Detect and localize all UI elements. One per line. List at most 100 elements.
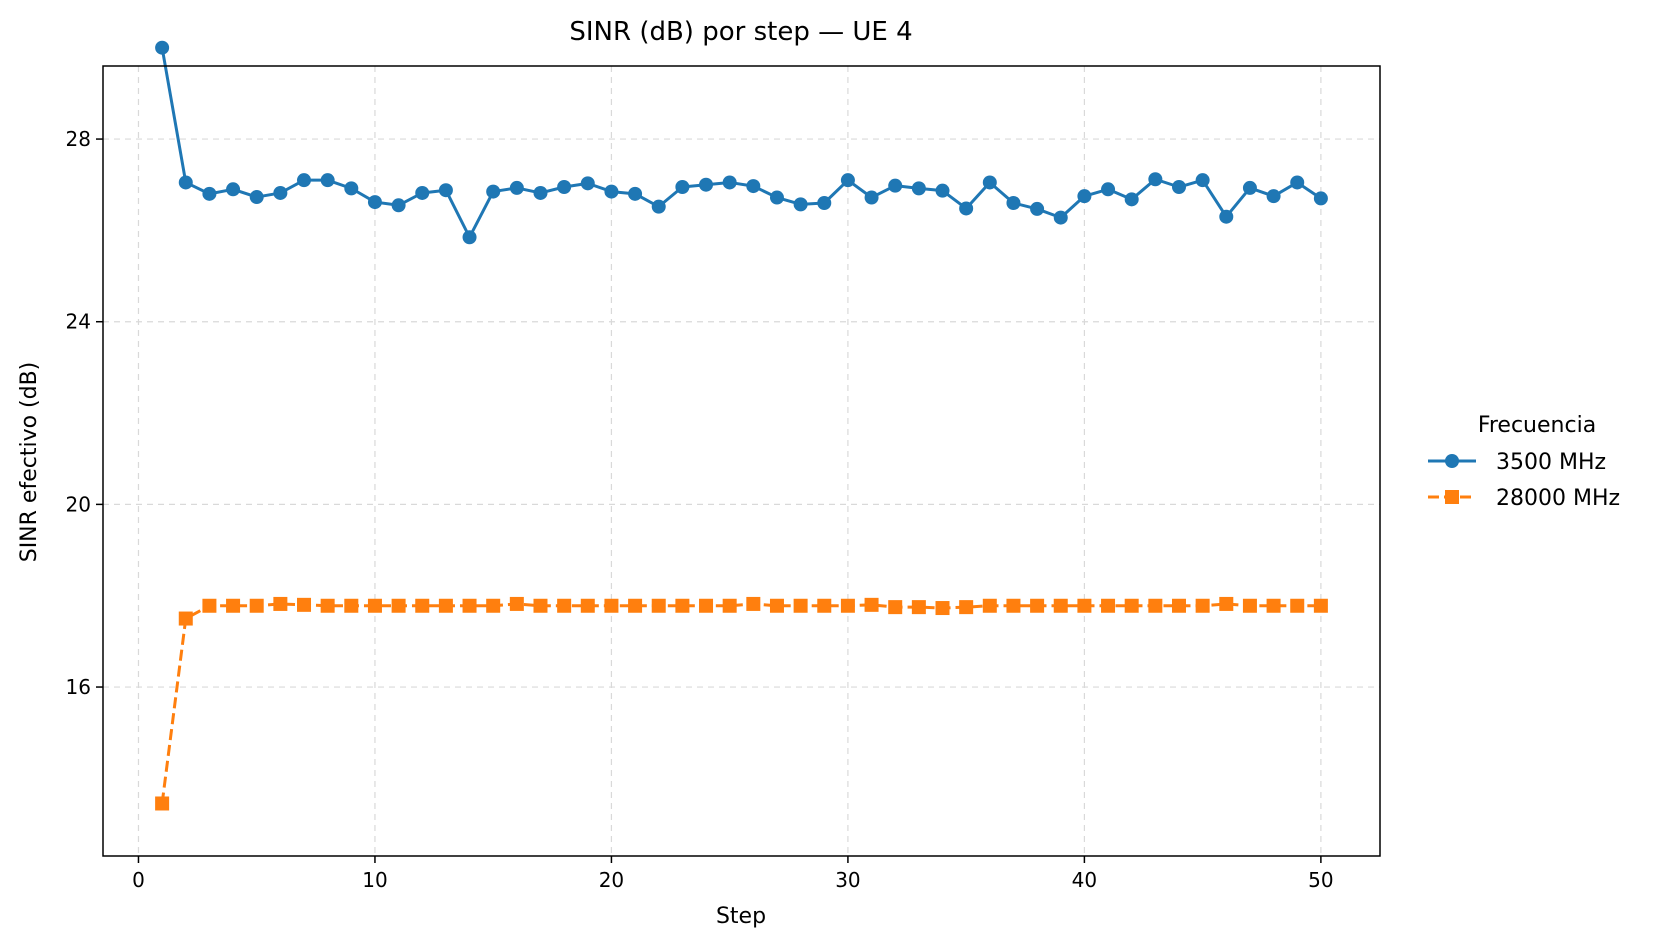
x-tick-label: 0 (132, 868, 145, 892)
data-point (509, 596, 524, 611)
data-point (722, 175, 737, 190)
data-point (297, 173, 312, 188)
data-point (415, 598, 430, 613)
data-point (935, 183, 950, 198)
data-point (155, 40, 170, 55)
data-point (817, 195, 832, 210)
data-point (746, 179, 761, 194)
data-point (1006, 598, 1021, 613)
data-point (911, 181, 926, 196)
data-point (486, 598, 501, 613)
legend-marker (1445, 490, 1459, 504)
legend-item: 3500 MHz (1428, 450, 1606, 475)
data-point (982, 175, 997, 190)
data-point (1053, 210, 1068, 225)
data-point (888, 600, 903, 615)
data-point (320, 173, 335, 188)
y-tick-label: 24 (66, 310, 91, 334)
data-point (651, 598, 666, 613)
data-point (297, 597, 312, 612)
y-tick-label: 16 (66, 675, 91, 699)
data-point (793, 197, 808, 212)
data-point (911, 600, 926, 615)
data-point (769, 190, 784, 205)
data-point (793, 598, 808, 613)
data-point (864, 190, 879, 205)
x-tick-label: 40 (1072, 868, 1097, 892)
data-point (155, 796, 170, 811)
legend-label: 28000 MHz (1496, 486, 1620, 511)
data-point (1219, 596, 1234, 611)
data-point (1195, 173, 1210, 188)
data-point (533, 598, 548, 613)
data-point (604, 184, 619, 199)
legend-items: 3500 MHz 28000 MHz (1428, 450, 1620, 511)
data-point (888, 178, 903, 193)
legend-label: 3500 MHz (1496, 450, 1606, 475)
data-point (178, 175, 193, 190)
data-point (1030, 598, 1045, 613)
y-tick-label: 20 (66, 492, 91, 516)
series-2 (155, 596, 1328, 811)
data-point (722, 598, 737, 613)
data-point (1101, 182, 1116, 197)
data-point (628, 186, 643, 201)
data-point (1006, 195, 1021, 210)
data-point (178, 611, 193, 626)
chart-title: SINR (dB) por step — UE 4 (569, 17, 912, 47)
data-point (557, 598, 572, 613)
data-point (580, 598, 595, 613)
legend-title: Frecuencia (1478, 413, 1596, 438)
x-axis-label: Step (716, 904, 766, 929)
data-point (1030, 201, 1045, 216)
data-point (509, 180, 524, 195)
x-tick-label: 10 (362, 868, 387, 892)
data-point (273, 596, 288, 611)
data-point (415, 185, 430, 200)
data-point (533, 185, 548, 200)
data-point (959, 600, 974, 615)
data-point (344, 598, 359, 613)
legend-marker (1445, 454, 1459, 468)
legend: Frecuencia 3500 MHz 28000 MHz (1428, 413, 1620, 511)
grid (103, 66, 1380, 856)
data-point (391, 198, 406, 213)
data-point (462, 230, 477, 245)
data-point (935, 601, 950, 616)
data-point (1053, 598, 1068, 613)
data-point (1148, 598, 1163, 613)
data-point (367, 195, 382, 210)
y-axis-label: SINR efectivo (dB) (17, 362, 42, 563)
data-point (1290, 598, 1305, 613)
data-point (1124, 598, 1139, 613)
series-1 (155, 40, 1328, 245)
data-point (438, 598, 453, 613)
data-point (226, 598, 241, 613)
x-tick-label: 30 (835, 868, 860, 892)
data-point (628, 598, 643, 613)
data-point (1242, 180, 1257, 195)
data-point (1171, 598, 1186, 613)
data-point (1171, 180, 1186, 195)
data-point (959, 201, 974, 216)
data-point (699, 598, 714, 613)
data-point (1148, 172, 1163, 187)
data-point (746, 596, 761, 611)
data-point (557, 180, 572, 195)
data-point (840, 173, 855, 188)
data-point (438, 183, 453, 198)
plot-frame (102, 65, 1381, 857)
data-point (1077, 598, 1092, 613)
legend-item: 28000 MHz (1428, 486, 1620, 511)
data-point (675, 598, 690, 613)
data-point (1313, 598, 1328, 613)
data-point (226, 182, 241, 197)
data-point (391, 598, 406, 613)
data-point (1313, 191, 1328, 206)
data-point (651, 199, 666, 214)
data-point (699, 177, 714, 192)
data-point (202, 598, 217, 613)
axes: 0 10 20 30 40 50 16 20 24 28 (66, 127, 1334, 892)
data-point (864, 597, 879, 612)
